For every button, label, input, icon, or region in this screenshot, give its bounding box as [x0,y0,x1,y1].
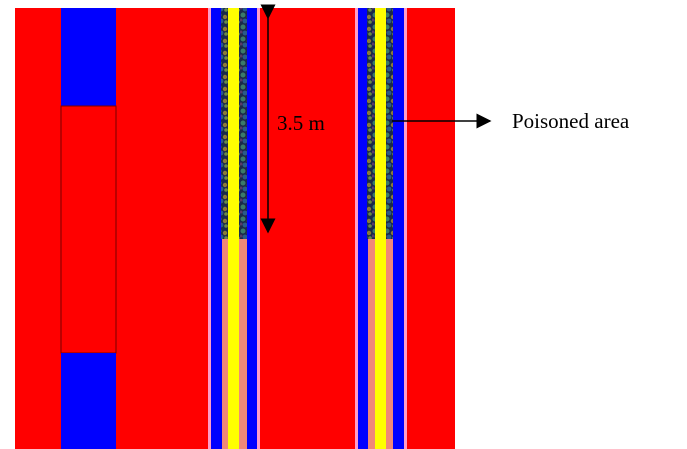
yellow-rod-2 [375,8,386,449]
pink-rod-2a [368,239,377,449]
yellow-rod-1 [228,8,239,449]
red-region-middle [60,105,117,354]
blue-region-top [61,8,116,106]
fuel-channel-1 [208,8,260,449]
pink-rod-1a [222,239,231,449]
pink-rod-1b [238,239,247,449]
height-label: 3.5 m [277,111,325,135]
blue-region-bottom [61,353,116,449]
poisoned-area-label: Poisoned area [512,109,630,133]
pink-rod-2b [384,239,393,449]
fuel-channel-2 [355,8,407,449]
